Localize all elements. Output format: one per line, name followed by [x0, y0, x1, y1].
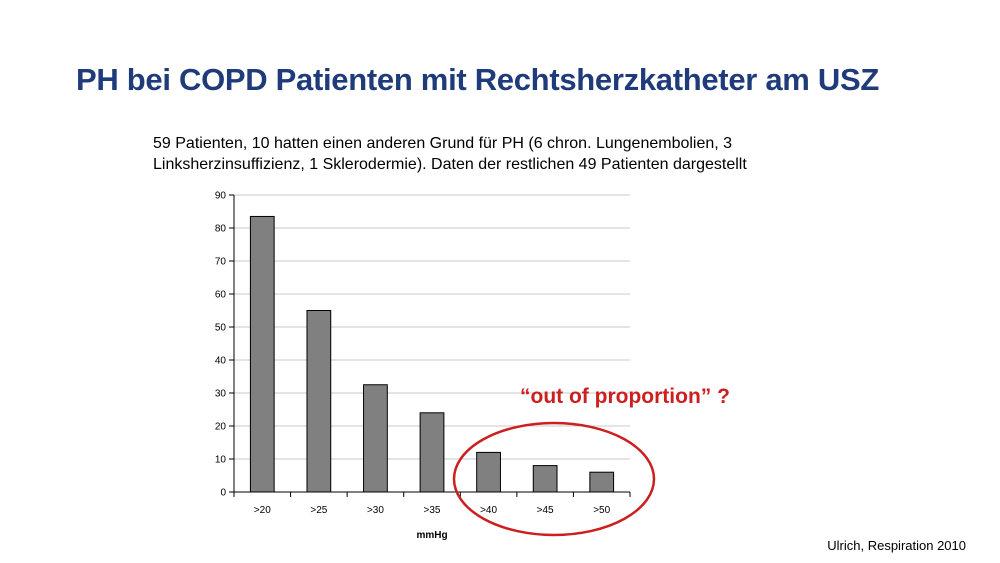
- bar-4: [419, 412, 445, 493]
- bar-7: [589, 471, 615, 493]
- chart-tick-labels: 0 10 20 30 40 50 60 70 80 90 >20 >25 >30 >35 >40 >45 >50: [215, 191, 611, 517]
- x-tick-label: >45: [537, 505, 554, 516]
- y-tick-label: 10: [215, 455, 227, 466]
- y-tick-label: 60: [215, 290, 227, 301]
- y-tick-label: 70: [215, 257, 227, 268]
- highlight-ellipse: [452, 421, 656, 537]
- slide-subtitle: 59 Patienten, 10 hatten einen anderen Gr…: [153, 135, 747, 173]
- x-tick-label: >50: [593, 505, 610, 516]
- x-tick-label: >20: [254, 505, 271, 516]
- chart-gridlines: [234, 194, 630, 460]
- y-tick-label: 30: [215, 389, 227, 400]
- bar-6: [532, 465, 558, 493]
- out-of-proportion-annotation: “out of proportion” ?: [520, 385, 730, 408]
- x-tick-label: >30: [367, 505, 384, 516]
- bar-3: [363, 384, 388, 493]
- y-tick-label: 0: [220, 488, 226, 499]
- chart-bars: [249, 215, 615, 493]
- y-tick-label: 20: [215, 422, 227, 433]
- slide-title: PH bei COPD Patienten mit Rechtsherzkath…: [76, 62, 879, 97]
- y-tick-label: 40: [215, 356, 227, 367]
- x-tick-label: >35: [424, 505, 441, 516]
- bar-1: [249, 215, 275, 493]
- y-tick-label: 80: [215, 224, 227, 235]
- y-tick-label: 50: [215, 323, 227, 334]
- y-tick-label: 90: [215, 191, 227, 202]
- bar-2: [306, 310, 332, 493]
- bar-5: [476, 451, 501, 493]
- x-tick-label: >25: [310, 505, 327, 516]
- citation: Ulrich, Respiration 2010: [827, 538, 966, 553]
- x-axis-title: mmHg: [416, 530, 447, 541]
- x-tick-label: >40: [480, 505, 497, 516]
